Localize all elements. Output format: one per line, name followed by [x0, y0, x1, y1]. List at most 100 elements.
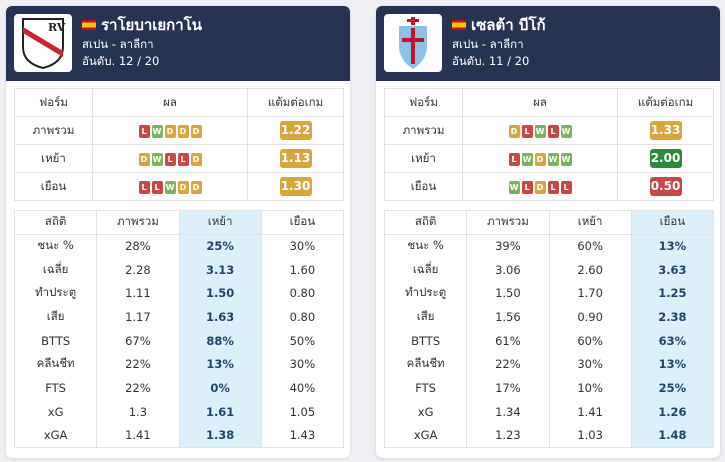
result-badge[interactable]: W [547, 152, 559, 166]
stats-row: xG 1.34 1.41 1.26 [384, 400, 714, 424]
form-row: เหย้า L W D W W 2.00 [384, 144, 714, 173]
stats-column-header: สถิติ [14, 210, 98, 235]
stat-value: 0.80 [289, 310, 316, 325]
result-badge[interactable]: W [534, 124, 546, 138]
result-badge[interactable]: W [560, 152, 572, 166]
result-badge[interactable]: W [508, 180, 520, 194]
stat-value: 1.56 [466, 305, 550, 329]
result-badge[interactable]: W [560, 124, 572, 138]
stats-column-header: สถิติ [384, 210, 468, 235]
stats-row: ทำประตู 1.50 1.70 1.25 [384, 281, 714, 306]
stats-table: สถิติ ภาพรวม เหย้า เยือน ชนะ % 39% 60% 13% เฉลี… [384, 210, 714, 448]
result-badge[interactable]: D [190, 180, 202, 194]
form-table: ฟอร์ม ผล แต้มต่อเกม ภาพรวม L W D D D 1.22 เหย้า… [14, 88, 344, 201]
stats-column-header: เยือน [631, 210, 714, 235]
result-badge[interactable]: L [547, 124, 559, 138]
team-name[interactable]: ราโยบาเยกาโน [101, 16, 203, 34]
result-badge[interactable]: L [521, 124, 533, 138]
spain-flag-icon [82, 20, 96, 30]
stat-value: 17% [466, 376, 550, 400]
stat-value: 60% [549, 234, 632, 258]
stat-label: FTS [14, 376, 98, 400]
stat-value: 0% [179, 376, 262, 400]
form-row-label: ภาพรวม [14, 116, 93, 145]
stats-row: เฉลี่ย 3.06 2.60 3.63 [384, 257, 714, 282]
rank-label: อันดับ. 12 / 20 [82, 54, 160, 68]
result-badge[interactable]: D [138, 152, 150, 166]
celta-vigo-logo [384, 14, 442, 72]
stat-value: 63% [631, 328, 714, 353]
stat-value: 60% [549, 328, 632, 353]
stats-row: FTS 22% 0% 40% [14, 376, 344, 400]
stat-label: เฉลี่ย [14, 257, 98, 282]
result-badge[interactable]: D [177, 124, 189, 138]
stats-row: ทำประตู 1.11 1.50 0.80 [14, 281, 344, 306]
stat-label: xG [14, 400, 98, 424]
result-badge[interactable]: D [534, 152, 546, 166]
stat-label: xGA [384, 423, 468, 448]
result-badge[interactable]: L [177, 152, 189, 166]
result-badge[interactable]: W [521, 152, 533, 166]
result-badge[interactable]: L [164, 152, 176, 166]
stat-value: 30% [289, 239, 316, 254]
stat-value: 28% [96, 234, 180, 258]
stat-value: 61% [466, 328, 550, 353]
stats-column-header: ภาพรวม [466, 210, 550, 235]
stat-value: 25% [179, 234, 262, 258]
result-badge[interactable]: D [190, 152, 202, 166]
stat-value: 1.50 [179, 281, 262, 306]
stats-row: xGA 1.23 1.03 1.48 [384, 423, 714, 448]
stats-column-header: เหย้า [179, 210, 262, 235]
result-badge[interactable]: W [151, 152, 163, 166]
result-badge[interactable]: L [560, 180, 572, 194]
stat-value: 1.03 [549, 423, 632, 448]
result-badge[interactable]: W [164, 180, 176, 194]
stat-value: 50% [289, 333, 316, 348]
result-badge[interactable]: D [534, 180, 546, 194]
stats-row: เสีย 1.56 0.90 2.38 [384, 305, 714, 329]
result-badge[interactable]: L [508, 152, 520, 166]
result-badge[interactable]: L [521, 180, 533, 194]
stat-value: 40% [289, 381, 316, 396]
stat-value: 1.43 [289, 428, 316, 443]
stat-value: 1.41 [96, 423, 180, 448]
stats-table: สถิติ ภาพรวม เหย้า เยือน ชนะ % 28% 25% 30% เฉลี… [14, 210, 344, 448]
result-badge[interactable]: L [138, 124, 150, 138]
stat-label: FTS [384, 376, 468, 400]
stats-row: BTTS 61% 60% 63% [384, 328, 714, 353]
result-badge[interactable]: D [508, 124, 520, 138]
ppg-badge: 1.13 [279, 149, 312, 168]
result-badge[interactable]: L [138, 180, 150, 194]
team-header: RVM ราโยบาเยกาโน สเปน - ลาลีกา อันดับ. 1… [6, 6, 350, 81]
stat-value: 0.80 [289, 286, 316, 301]
stat-label: BTTS [14, 328, 98, 353]
result-badge[interactable]: D [190, 124, 202, 138]
league-label[interactable]: สเปน - ลาลีกา [452, 37, 524, 51]
team-name[interactable]: เซลต้า บีโก้ [471, 16, 546, 34]
stat-value: 13% [631, 234, 714, 258]
stats-column-header: เหย้า [549, 210, 632, 235]
league-label[interactable]: สเปน - ลาลีกา [82, 37, 154, 51]
stat-value: 1.70 [549, 281, 632, 306]
stat-value: 1.34 [466, 400, 550, 424]
result-header: ผล [462, 88, 618, 117]
result-badge[interactable]: L [151, 180, 163, 194]
stat-value: 1.48 [631, 423, 714, 448]
stat-value: 25% [631, 376, 714, 400]
form-row-label: เยือน [384, 172, 463, 201]
ppg-header: แต้มต่อเกม [247, 88, 344, 117]
stat-value: 3.13 [179, 257, 262, 282]
stats-row: ชนะ % 28% 25% 30% [14, 234, 344, 258]
stat-value: 30% [289, 357, 316, 372]
stat-value: 39% [466, 234, 550, 258]
ppg-badge: 1.30 [279, 177, 312, 196]
result-badge[interactable]: L [547, 180, 559, 194]
form-header: ฟอร์ม [384, 88, 463, 117]
spain-flag-icon [452, 20, 466, 30]
result-badge[interactable]: D [177, 180, 189, 194]
result-badge[interactable]: W [151, 124, 163, 138]
stat-label: เสีย [384, 305, 468, 329]
result-badge[interactable]: D [164, 124, 176, 138]
stat-value: 1.61 [179, 400, 262, 424]
